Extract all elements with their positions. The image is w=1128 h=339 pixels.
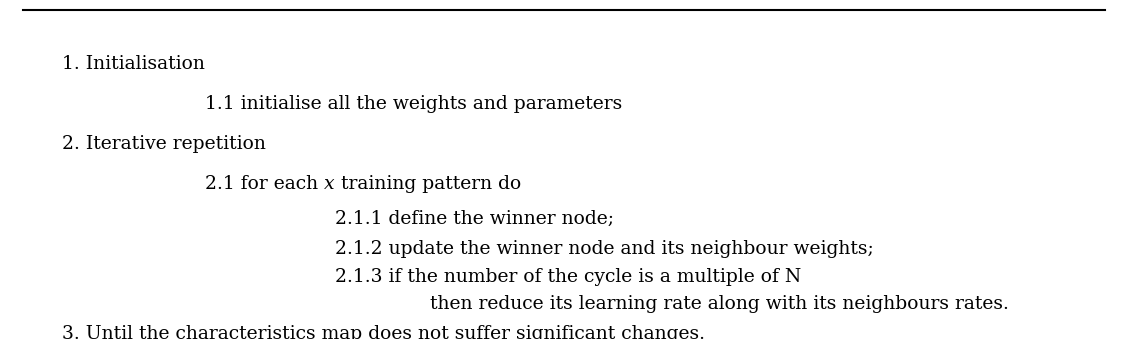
Text: 3. Until the characteristics map does not suffer significant changes.: 3. Until the characteristics map does no… [62, 325, 705, 339]
Text: 2.1.1 define the winner node;: 2.1.1 define the winner node; [335, 210, 614, 228]
Text: 2. Iterative repetition: 2. Iterative repetition [62, 135, 266, 153]
Text: training pattern do: training pattern do [335, 175, 521, 193]
Text: 2.1 for each: 2.1 for each [205, 175, 324, 193]
Text: 2.1.2 update the winner node and its neighbour weights;: 2.1.2 update the winner node and its nei… [335, 240, 874, 258]
Text: 1.1 initialise all the weights and parameters: 1.1 initialise all the weights and param… [205, 95, 623, 113]
Text: 2.1.3 if the number of the cycle is a multiple of N: 2.1.3 if the number of the cycle is a mu… [335, 268, 801, 286]
Text: then reduce its learning rate along with its neighbours rates.: then reduce its learning rate along with… [430, 295, 1008, 313]
Text: 1. Initialisation: 1. Initialisation [62, 55, 205, 73]
Text: x: x [324, 175, 335, 193]
